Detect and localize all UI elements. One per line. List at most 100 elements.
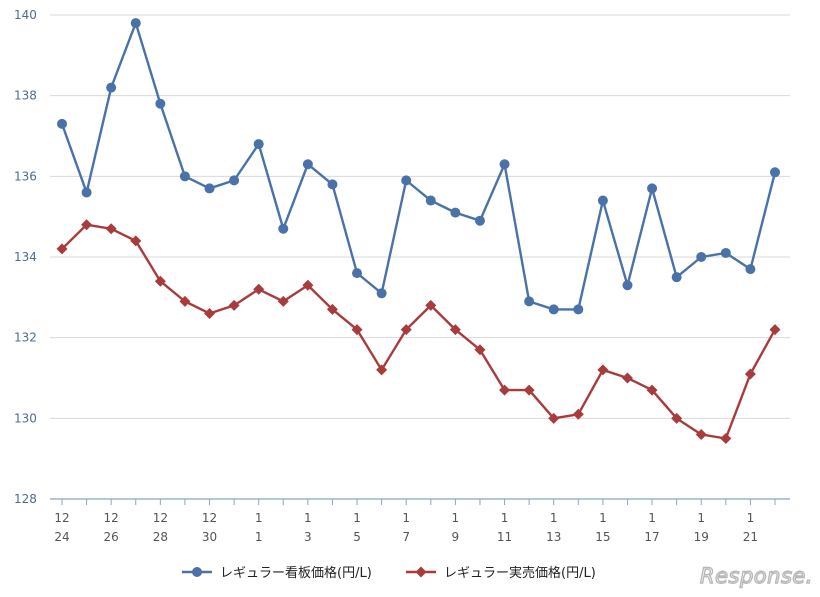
data-point: [179, 171, 190, 182]
data-point: [253, 139, 264, 150]
series-group: [56, 18, 781, 444]
data-point: [769, 324, 781, 336]
x-tick-label-month: 12: [153, 511, 168, 525]
x-tick-label-day: 17: [644, 530, 659, 544]
x-tick-label-day: 11: [497, 530, 512, 544]
data-point: [720, 433, 732, 444]
data-point: [302, 159, 313, 170]
legend-label: レギュラー実売価格(円/L): [444, 565, 596, 581]
y-axis-ticks: 128 130 132 134 136 138 140: [14, 8, 37, 506]
y-tick-label: 128: [14, 492, 37, 506]
legend: レギュラー看板価格(円/L) レギュラー実売価格(円/L): [182, 565, 596, 581]
data-point: [597, 364, 609, 376]
y-tick-label: 132: [14, 331, 37, 345]
data-point: [523, 384, 535, 396]
series-line: [60, 21, 777, 311]
response-logo-text: Response.: [700, 564, 813, 588]
data-point: [548, 412, 560, 424]
data-point: [278, 223, 289, 234]
series-line: [61, 223, 777, 440]
data-point: [253, 283, 265, 295]
x-tick-label-month: 1: [648, 511, 656, 525]
x-tick-label-day: 5: [353, 530, 361, 544]
data-point: [548, 304, 559, 315]
x-tick-label-month: 1: [304, 511, 312, 525]
data-point: [130, 235, 142, 247]
data-point: [695, 428, 707, 440]
x-tick-label-day: 7: [402, 530, 410, 544]
data-point: [105, 223, 117, 235]
data-point: [745, 264, 756, 275]
data-point: [671, 412, 683, 424]
x-tick-label-month: 1: [747, 511, 755, 525]
data-point: [229, 175, 240, 186]
data-point: [302, 279, 314, 291]
data-point: [192, 567, 202, 577]
data-point: [81, 187, 92, 198]
data-point: [474, 344, 486, 356]
data-point: [204, 183, 215, 194]
data-point: [450, 207, 461, 218]
response-logo: Response.: [699, 563, 813, 588]
data-point: [499, 384, 511, 396]
data-point: [425, 195, 436, 206]
data-point: [155, 98, 166, 109]
x-tick-label-month: 1: [550, 511, 558, 525]
x-tick-label-day: 3: [304, 530, 312, 544]
data-point: [351, 324, 363, 336]
x-tick-label-month: 12: [202, 511, 217, 525]
data-point: [228, 299, 240, 311]
data-point: [326, 303, 338, 315]
data-point: [646, 384, 658, 396]
data-point: [154, 275, 166, 287]
data-point: [720, 247, 731, 258]
data-point: [401, 175, 412, 186]
x-tick-label-month: 1: [599, 511, 607, 525]
x-tick-label-month: 1: [452, 511, 460, 525]
y-tick-label: 138: [14, 89, 37, 103]
data-point: [425, 299, 437, 311]
data-point: [130, 18, 141, 29]
legend-item-2: レギュラー実売価格(円/L): [406, 565, 596, 581]
data-point: [415, 566, 427, 578]
data-point: [770, 167, 780, 178]
x-tick-label-month: 1: [697, 511, 705, 525]
data-point: [56, 243, 68, 255]
series-1: [57, 18, 780, 315]
data-point: [647, 183, 658, 194]
x-tick-label-month: 12: [54, 511, 69, 525]
y-tick-label: 134: [14, 250, 37, 264]
x-tick-label-month: 1: [402, 511, 410, 525]
x-tick-label-day: 30: [202, 530, 217, 544]
data-point: [499, 159, 510, 170]
data-point: [474, 215, 485, 226]
x-tick-label-month: 1: [353, 511, 361, 525]
data-point: [57, 118, 67, 129]
x-tick-label-day: 9: [452, 530, 460, 544]
legend-item-1: レギュラー看板価格(円/L): [182, 565, 372, 581]
x-tick-label-month: 12: [104, 511, 119, 525]
data-point: [352, 268, 363, 279]
data-point: [597, 195, 608, 206]
data-point: [671, 272, 682, 283]
y-tick-label: 140: [14, 8, 37, 22]
grid-lines: [50, 14, 790, 419]
x-tick-label-month: 1: [255, 511, 263, 525]
x-tick-label-day: 26: [104, 530, 119, 544]
x-axis-ticks: 1224122612281230111315171911111311511711…: [54, 499, 776, 544]
data-point: [179, 295, 191, 307]
data-point: [573, 304, 584, 315]
data-point: [622, 280, 633, 291]
data-point: [277, 295, 289, 307]
x-tick-label-day: 15: [595, 530, 610, 544]
x-tick-label-day: 28: [153, 530, 168, 544]
data-point: [524, 296, 535, 307]
data-point: [81, 219, 93, 231]
y-tick-label: 130: [14, 411, 37, 425]
data-point: [400, 324, 412, 336]
legend-label: レギュラー看板価格(円/L): [220, 565, 372, 581]
x-tick-label-day: 13: [546, 530, 561, 544]
data-point: [744, 368, 756, 380]
x-tick-label-day: 21: [743, 530, 758, 544]
data-point: [327, 179, 338, 190]
